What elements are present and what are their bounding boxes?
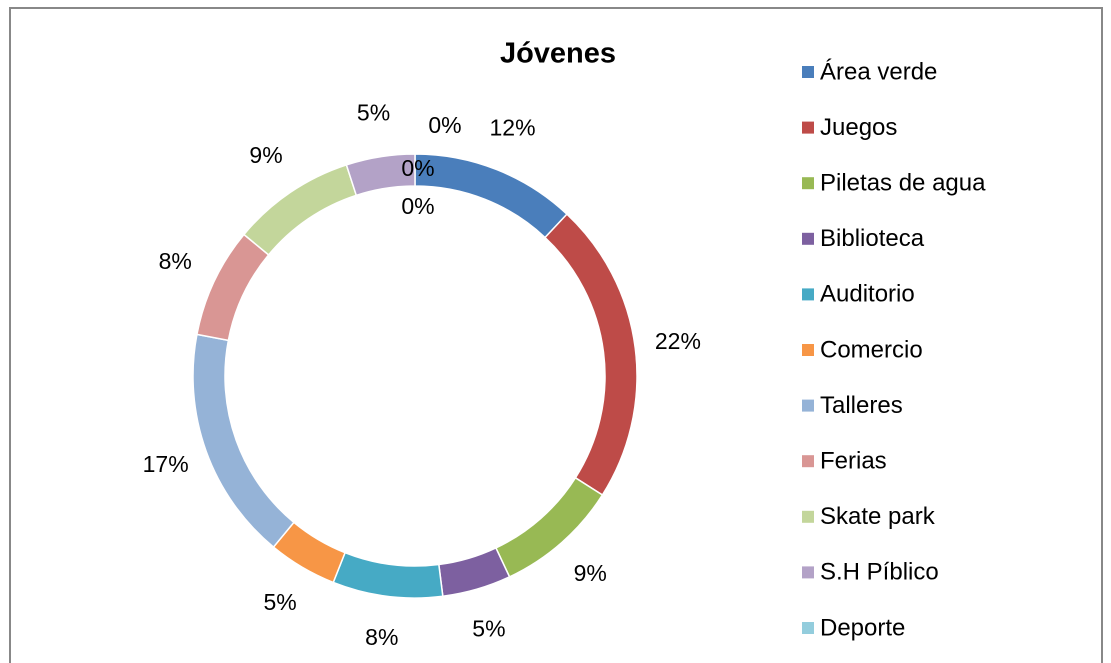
legend-label: S.H Píblico — [820, 559, 939, 586]
data-label: 0% — [401, 155, 434, 181]
legend-swatch — [802, 344, 814, 356]
data-label: 8% — [365, 624, 398, 650]
legend-swatch — [802, 66, 814, 78]
legend-label: Juegos — [820, 114, 897, 141]
legend-swatch — [802, 455, 814, 468]
data-label: 9% — [574, 560, 607, 586]
legend-label: Deporte — [820, 614, 905, 641]
legend-swatch — [802, 622, 814, 634]
legend-label: Ferias — [820, 448, 887, 475]
legend-swatch — [802, 288, 814, 301]
data-label: 9% — [249, 142, 282, 168]
data-label: 12% — [490, 115, 536, 141]
data-label: 0% — [401, 193, 434, 219]
legend-label: Biblioteca — [820, 225, 925, 252]
legend-swatch — [802, 121, 814, 134]
legend-label: Piletas de agua — [820, 170, 986, 197]
legend-label: Talleres — [820, 392, 903, 419]
chart-frame — [9, 7, 1103, 663]
doughnut-slice — [345, 153, 416, 197]
legend-label: Auditorio — [820, 281, 915, 308]
data-label: 22% — [655, 328, 701, 354]
data-label: 5% — [472, 616, 505, 642]
legend-label: Comercio — [820, 336, 923, 363]
legend-swatch — [802, 177, 814, 190]
chart-title: Jóvenes — [500, 38, 616, 70]
data-label: 17% — [143, 451, 189, 477]
data-label: 8% — [159, 248, 192, 274]
legend-swatch — [802, 399, 814, 412]
legend-swatch — [802, 566, 814, 579]
data-label: 5% — [357, 99, 390, 125]
legend-label: Área verde — [820, 58, 937, 85]
data-label: 0% — [428, 112, 461, 138]
data-label: 5% — [263, 589, 296, 615]
legend-label: Skate park — [820, 503, 936, 530]
legend-swatch — [802, 232, 814, 245]
legend-swatch — [802, 510, 814, 523]
